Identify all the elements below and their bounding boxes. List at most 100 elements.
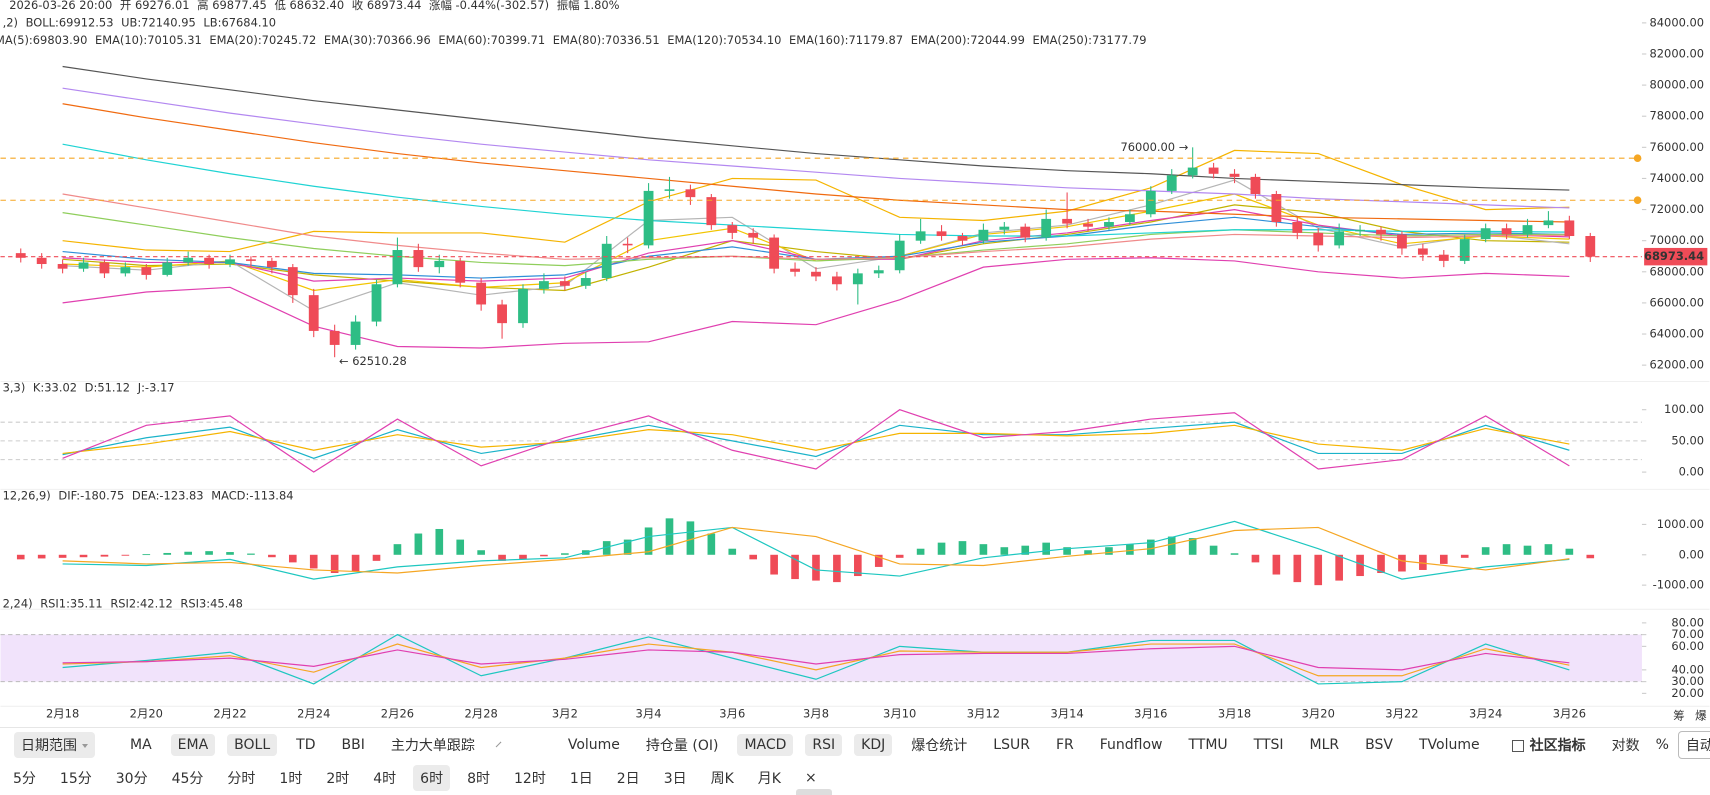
macd-bar <box>393 544 402 555</box>
legend-entry: DEA:-123.83 <box>132 488 204 502</box>
candle-body <box>204 257 214 265</box>
legend-entry: ,2) <box>3 15 18 29</box>
legend-entry: LB:67684.10 <box>203 15 276 29</box>
toolbar-item[interactable]: MACD <box>737 733 794 756</box>
candle-body <box>1459 239 1470 261</box>
candle-body <box>1355 229 1365 232</box>
low-annotation: ← 62510.28 <box>339 354 407 368</box>
toolbar-item[interactable]: 日期范围 <box>14 731 95 758</box>
y-tick-label: 80000.00 <box>1649 78 1704 92</box>
candle-body <box>894 240 905 271</box>
macd-bar <box>749 554 758 560</box>
toolbar-item[interactable]: TVolume <box>1418 736 1480 753</box>
toolbar-item[interactable]: 3日 <box>663 770 687 787</box>
candle-body <box>413 250 424 268</box>
candle-body <box>1522 225 1533 235</box>
candle-body <box>622 243 633 246</box>
toolbar-item[interactable]: 5分 <box>13 770 36 787</box>
y-tick-label: 62000.00 <box>1649 358 1704 372</box>
macd-bar <box>1481 547 1490 555</box>
x-tick-label: 3月4 <box>636 706 662 720</box>
toolbar-item[interactable]: 对数 <box>1611 737 1640 754</box>
candle-body <box>1187 167 1198 176</box>
macd-line <box>62 520 1570 580</box>
toolbar-item[interactable]: RSI <box>805 733 843 756</box>
toolbar-item[interactable]: 自动 <box>1677 730 1710 759</box>
x-tick-label: 3月20 <box>1302 706 1335 720</box>
legend-entry: 2,24) <box>3 596 33 610</box>
macd-bar <box>1544 544 1553 555</box>
macd-bar <box>874 554 883 567</box>
toolbar-item[interactable]: BSV <box>1365 736 1393 753</box>
macd-bar <box>1293 554 1302 583</box>
macd-bar <box>142 554 151 556</box>
toolbar-item[interactable]: 12时 <box>514 770 546 787</box>
toolbar-item[interactable]: Fundflow <box>1099 736 1163 753</box>
alert-dot <box>1633 154 1642 163</box>
candle-body <box>162 262 173 275</box>
indicator-line <box>62 421 1570 459</box>
toolbar-item[interactable]: TTMU <box>1188 736 1228 753</box>
macd-bar <box>477 550 485 555</box>
date-range[interactable]: 日期范围 <box>21 737 77 754</box>
macd-line <box>62 526 1570 574</box>
macd-bar <box>561 553 569 555</box>
macd-bar <box>937 542 946 555</box>
candle-body <box>1501 228 1512 235</box>
toolbar-item[interactable]: 社区指标 <box>1505 732 1593 758</box>
toolbar-item[interactable]: 45分 <box>171 770 204 787</box>
macd-bar <box>1335 554 1343 581</box>
y-tick-label: 70000.00 <box>1649 233 1704 247</box>
toolbar-item[interactable]: 8时 <box>467 770 491 787</box>
toolbar-item[interactable]: MA <box>130 736 152 753</box>
macd-bar <box>707 533 716 555</box>
toolbar-item[interactable]: 30分 <box>115 770 148 787</box>
macd-bar <box>1398 554 1406 572</box>
toolbar-item[interactable]: TD <box>296 736 316 753</box>
macd-bar <box>435 528 444 555</box>
toolbar-item[interactable]: MLR <box>1309 736 1340 753</box>
macd-bar <box>895 554 904 558</box>
toolbar-item[interactable]: % <box>1655 736 1669 753</box>
y-tick-label: 76000.00 <box>1649 140 1704 154</box>
toolbar-item[interactable]: 6时 <box>413 764 451 791</box>
toolbar-item[interactable]: 2日 <box>616 770 640 787</box>
toolbar-item[interactable]: 4时 <box>373 770 397 787</box>
candle-body <box>57 264 68 269</box>
toolbar-item[interactable]: 15分 <box>59 770 92 787</box>
candle-body <box>36 257 47 265</box>
collapse-handle[interactable] <box>796 789 832 795</box>
toolbar-item[interactable]: BOLL <box>227 733 278 756</box>
toolbar-item[interactable]: KDJ <box>854 733 893 756</box>
toolbar-item[interactable]: × <box>804 769 817 786</box>
macd-bar <box>1167 536 1176 555</box>
y-tick-label: 0.00 <box>1679 547 1704 561</box>
macd-bar <box>1586 554 1595 559</box>
toolbar-item[interactable]: 持仓量 (OI) <box>645 737 719 754</box>
toolbar-item[interactable]: 1时 <box>279 770 303 787</box>
toolbar-item[interactable]: 1日 <box>569 770 593 787</box>
candle-body <box>1313 232 1324 246</box>
toolbar-item[interactable]: Volume <box>567 736 620 753</box>
toolbar-item[interactable]: 2时 <box>326 770 350 787</box>
toolbar-item[interactable]: FR <box>1055 736 1074 753</box>
toolbar-item[interactable]: EMA <box>170 733 216 756</box>
x-tick-label: 2月26 <box>381 706 414 720</box>
toolbar-item[interactable]: 爆仓统计 <box>911 737 968 754</box>
toolbar-item[interactable]: 周K <box>710 770 734 787</box>
toolbar-item[interactable]: TTSI <box>1253 736 1284 753</box>
candle-body <box>1564 220 1575 237</box>
candle-body <box>1208 167 1219 174</box>
macd-bar <box>79 554 88 558</box>
toolbar-item[interactable] <box>495 741 502 748</box>
community-label[interactable]: 社区指标 <box>1529 737 1586 754</box>
toolbar-item[interactable]: LSUR <box>993 736 1030 753</box>
toolbar-item[interactable]: BBI <box>341 736 365 753</box>
toolbar-item[interactable]: 主力大单跟踪 <box>390 737 475 754</box>
toolbar-item[interactable]: 分时 <box>227 770 256 787</box>
macd-bar <box>498 554 506 561</box>
candle-body <box>434 260 445 268</box>
toolbar-item[interactable]: 月K <box>757 770 781 787</box>
x-tick-label: 2月28 <box>465 706 498 720</box>
